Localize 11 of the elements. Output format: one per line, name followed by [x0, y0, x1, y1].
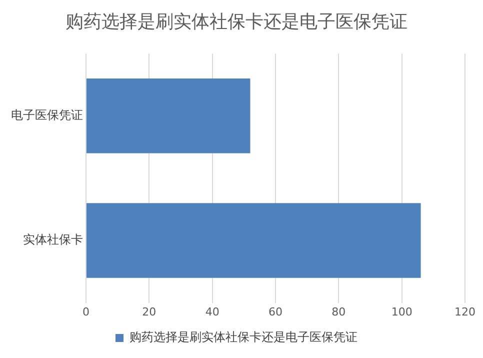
- legend-label: 购药选择是刷实体社保卡还是电子医保凭证: [130, 330, 358, 344]
- x-tick-label: 20: [142, 305, 156, 318]
- x-tick-label: 120: [454, 305, 476, 318]
- x-tick-label: 0: [82, 305, 90, 318]
- x-tick-label: 100: [391, 305, 412, 318]
- x-tick-label: 40: [205, 305, 220, 318]
- y-tick-label: 电子医保凭证: [11, 108, 83, 122]
- x-tick-label: 80: [332, 305, 346, 318]
- y-tick-label: 实体社保卡: [23, 232, 83, 247]
- x-tick-label: 60: [268, 305, 282, 318]
- chart-title: 购药选择是刷实体社保卡还是电子医保凭证: [66, 11, 408, 32]
